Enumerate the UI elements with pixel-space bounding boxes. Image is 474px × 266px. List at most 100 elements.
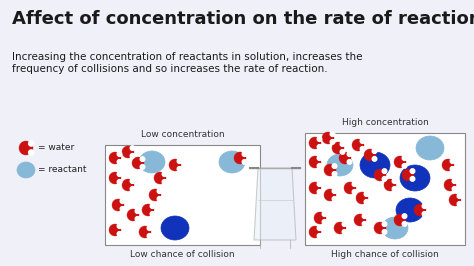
Circle shape bbox=[362, 214, 367, 218]
Circle shape bbox=[372, 157, 377, 161]
Ellipse shape bbox=[382, 217, 408, 239]
Circle shape bbox=[147, 234, 152, 238]
Circle shape bbox=[139, 226, 151, 238]
Circle shape bbox=[402, 156, 407, 160]
Circle shape bbox=[177, 159, 182, 163]
Circle shape bbox=[309, 182, 321, 194]
Circle shape bbox=[340, 149, 345, 154]
Circle shape bbox=[342, 222, 347, 226]
Circle shape bbox=[242, 152, 247, 156]
Circle shape bbox=[309, 226, 321, 238]
Circle shape bbox=[362, 222, 367, 226]
Circle shape bbox=[452, 179, 457, 183]
Polygon shape bbox=[254, 168, 296, 240]
Circle shape bbox=[324, 189, 336, 201]
Circle shape bbox=[130, 146, 135, 150]
Circle shape bbox=[317, 182, 322, 186]
Circle shape bbox=[314, 212, 326, 224]
Circle shape bbox=[382, 177, 387, 181]
Circle shape bbox=[309, 137, 321, 149]
Circle shape bbox=[130, 187, 135, 191]
Circle shape bbox=[394, 214, 406, 226]
Circle shape bbox=[317, 190, 322, 194]
Circle shape bbox=[374, 169, 386, 181]
Text: Low concentration: Low concentration bbox=[141, 130, 224, 139]
Circle shape bbox=[169, 159, 181, 171]
Circle shape bbox=[332, 164, 337, 168]
Ellipse shape bbox=[161, 216, 189, 240]
Circle shape bbox=[317, 164, 322, 168]
Circle shape bbox=[382, 230, 387, 234]
Circle shape bbox=[402, 222, 407, 226]
Circle shape bbox=[352, 190, 357, 194]
Circle shape bbox=[142, 204, 154, 216]
Bar bbox=[105, 145, 260, 245]
Circle shape bbox=[162, 172, 167, 176]
Circle shape bbox=[317, 137, 322, 142]
Circle shape bbox=[317, 156, 322, 160]
Circle shape bbox=[19, 141, 33, 155]
Circle shape bbox=[340, 142, 345, 146]
Circle shape bbox=[157, 197, 162, 201]
Circle shape bbox=[317, 226, 322, 230]
Circle shape bbox=[330, 132, 335, 136]
Circle shape bbox=[117, 172, 122, 176]
Circle shape bbox=[120, 199, 125, 203]
Circle shape bbox=[352, 139, 364, 151]
Circle shape bbox=[117, 232, 122, 236]
Ellipse shape bbox=[139, 151, 165, 173]
Circle shape bbox=[317, 145, 322, 149]
Bar bbox=[305, 133, 465, 245]
Circle shape bbox=[135, 209, 140, 213]
Circle shape bbox=[109, 152, 121, 164]
Circle shape bbox=[157, 189, 162, 193]
Circle shape bbox=[410, 169, 415, 173]
Circle shape bbox=[162, 180, 167, 184]
Circle shape bbox=[150, 212, 155, 216]
Text: Increasing the concentration of reactants in solution, increases the
frequency o: Increasing the concentration of reactant… bbox=[12, 52, 363, 74]
Circle shape bbox=[109, 224, 121, 236]
Circle shape bbox=[347, 160, 352, 164]
Circle shape bbox=[109, 172, 121, 184]
Ellipse shape bbox=[327, 154, 353, 176]
Circle shape bbox=[322, 212, 327, 216]
Circle shape bbox=[130, 179, 135, 183]
Circle shape bbox=[150, 204, 155, 208]
Circle shape bbox=[117, 224, 122, 228]
Circle shape bbox=[309, 156, 321, 168]
Ellipse shape bbox=[219, 151, 245, 173]
Circle shape bbox=[450, 167, 455, 171]
Circle shape bbox=[364, 200, 369, 204]
Circle shape bbox=[422, 212, 427, 216]
Circle shape bbox=[140, 157, 145, 161]
Circle shape bbox=[382, 169, 387, 173]
Circle shape bbox=[140, 165, 145, 169]
Circle shape bbox=[330, 140, 335, 144]
Circle shape bbox=[332, 197, 337, 201]
Circle shape bbox=[122, 146, 134, 158]
Circle shape bbox=[457, 202, 462, 206]
Circle shape bbox=[449, 194, 461, 206]
Circle shape bbox=[177, 167, 182, 171]
Circle shape bbox=[122, 179, 134, 191]
Circle shape bbox=[384, 179, 396, 191]
Circle shape bbox=[457, 194, 462, 198]
Text: High chance of collision: High chance of collision bbox=[331, 250, 439, 259]
Circle shape bbox=[332, 142, 344, 154]
Circle shape bbox=[149, 189, 161, 201]
Ellipse shape bbox=[360, 152, 390, 178]
Circle shape bbox=[402, 214, 407, 218]
Circle shape bbox=[442, 159, 454, 171]
Circle shape bbox=[392, 179, 397, 183]
Circle shape bbox=[356, 192, 368, 204]
Text: = water: = water bbox=[38, 143, 74, 152]
Circle shape bbox=[364, 192, 369, 196]
Circle shape bbox=[117, 180, 122, 184]
Circle shape bbox=[234, 152, 246, 164]
Circle shape bbox=[322, 220, 327, 224]
Text: High concentration: High concentration bbox=[342, 118, 428, 127]
Circle shape bbox=[332, 172, 337, 176]
Ellipse shape bbox=[396, 198, 424, 222]
Circle shape bbox=[360, 139, 365, 143]
Circle shape bbox=[344, 182, 356, 194]
